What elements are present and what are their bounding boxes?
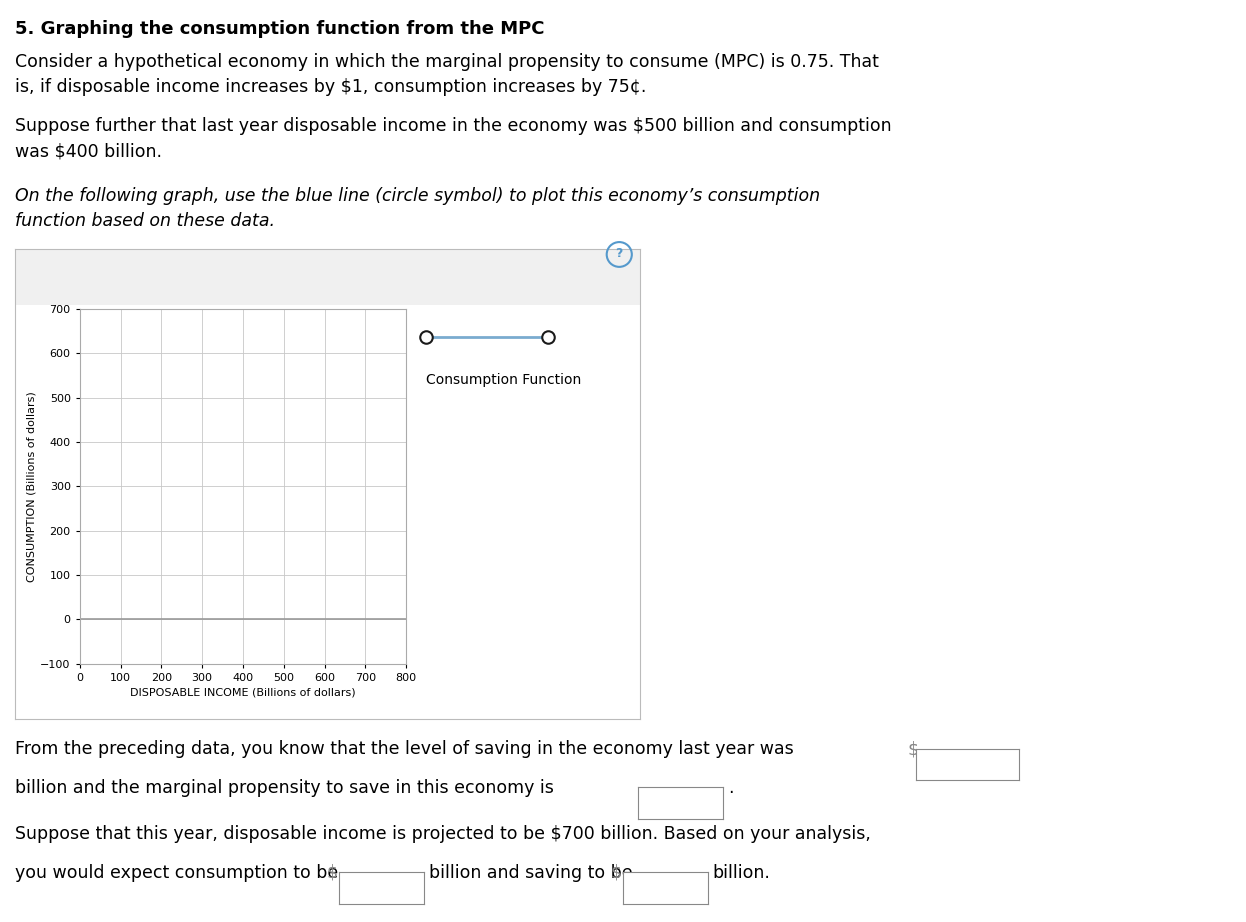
Bar	[15, 305, 640, 719]
Text: .: .	[728, 779, 733, 797]
Text: $: $	[326, 864, 338, 881]
Text: Suppose further that last year disposable income in the economy was $500 billion: Suppose further that last year disposabl…	[15, 117, 892, 160]
Text: $: $	[611, 864, 622, 881]
Text: Suppose that this year, disposable income is projected to be $700 billion. Based: Suppose that this year, disposable incom…	[15, 825, 871, 843]
Text: billion and the marginal propensity to save in this economy is: billion and the marginal propensity to s…	[15, 779, 553, 797]
Text: Consider a hypothetical economy in which the marginal propensity to consume (MPC: Consider a hypothetical economy in which…	[15, 53, 878, 97]
Text: On the following graph, use the blue line (circle symbol) to plot this economy’s: On the following graph, use the blue lin…	[15, 187, 820, 230]
Text: $: $	[907, 740, 920, 758]
Text: you would expect consumption to be: you would expect consumption to be	[15, 864, 338, 881]
Text: From the preceding data, you know that the level of saving in the economy last y: From the preceding data, you know that t…	[15, 740, 794, 758]
X-axis label: DISPOSABLE INCOME (Billions of dollars): DISPOSABLE INCOME (Billions of dollars)	[130, 687, 356, 697]
Text: billion.: billion.	[713, 864, 770, 881]
Text: Consumption Function: Consumption Function	[426, 373, 582, 387]
Y-axis label: CONSUMPTION (Billions of dollars): CONSUMPTION (Billions of dollars)	[26, 391, 36, 582]
Text: 5. Graphing the consumption function from the MPC: 5. Graphing the consumption function fro…	[15, 20, 545, 39]
Text: billion and saving to be: billion and saving to be	[429, 864, 632, 881]
Text: ?: ?	[616, 247, 623, 260]
